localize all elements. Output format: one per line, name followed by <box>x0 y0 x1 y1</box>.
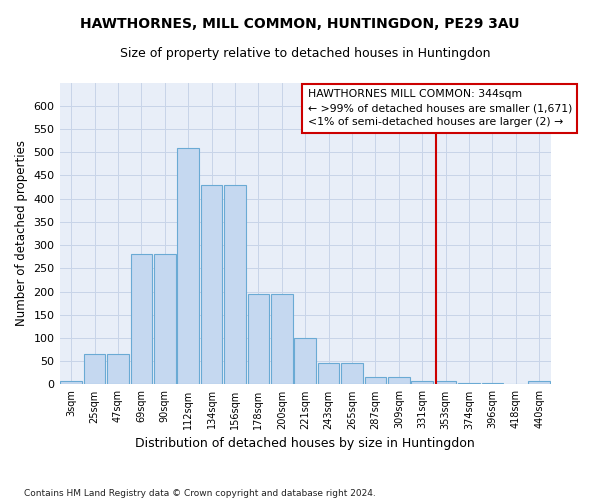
Bar <box>458 383 480 384</box>
Bar <box>224 184 246 384</box>
Bar <box>84 354 106 384</box>
Title: Size of property relative to detached houses in Huntingdon: Size of property relative to detached ho… <box>120 48 490 60</box>
Bar <box>388 378 410 384</box>
Bar <box>131 254 152 384</box>
Bar <box>178 148 199 384</box>
Bar <box>201 184 223 384</box>
Bar <box>248 294 269 384</box>
Bar <box>107 354 129 384</box>
Bar <box>435 380 457 384</box>
Bar <box>341 362 363 384</box>
Bar <box>271 294 293 384</box>
Bar <box>154 254 176 384</box>
X-axis label: Distribution of detached houses by size in Huntingdon: Distribution of detached houses by size … <box>136 437 475 450</box>
Bar <box>318 362 340 384</box>
Bar <box>529 380 550 384</box>
Text: HAWTHORNES, MILL COMMON, HUNTINGDON, PE29 3AU: HAWTHORNES, MILL COMMON, HUNTINGDON, PE2… <box>80 18 520 32</box>
Text: Contains HM Land Registry data © Crown copyright and database right 2024.: Contains HM Land Registry data © Crown c… <box>24 488 376 498</box>
Y-axis label: Number of detached properties: Number of detached properties <box>15 140 28 326</box>
Bar <box>365 378 386 384</box>
Bar <box>61 380 82 384</box>
Bar <box>295 338 316 384</box>
Text: HAWTHORNES MILL COMMON: 344sqm
← >99% of detached houses are smaller (1,671)
<1%: HAWTHORNES MILL COMMON: 344sqm ← >99% of… <box>308 90 572 128</box>
Bar <box>482 383 503 384</box>
Bar <box>412 380 433 384</box>
